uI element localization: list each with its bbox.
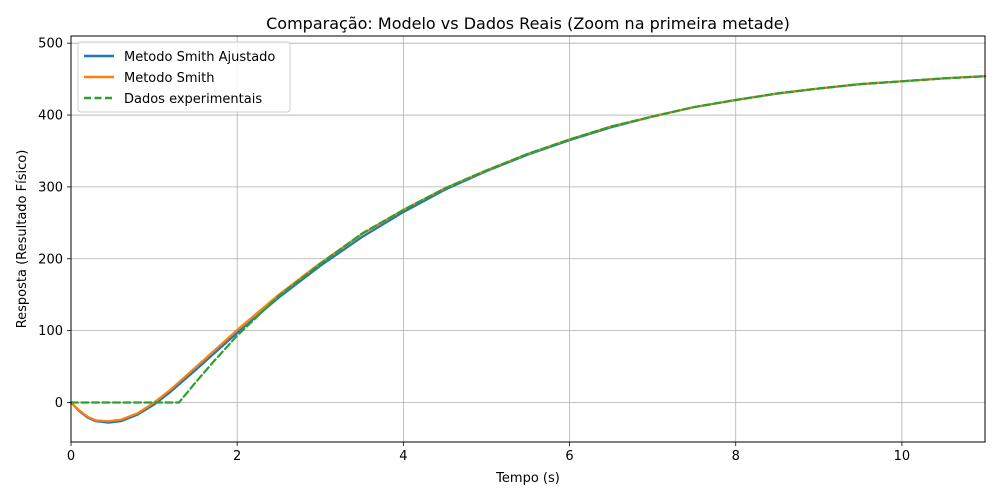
x-axis-label: Tempo (s) [495, 471, 560, 486]
y-tick-label: 100 [38, 324, 63, 339]
legend-box [77, 41, 291, 113]
legend-label-dados-experimentais: Dados experimentais [124, 92, 262, 107]
series-layer [69, 75, 987, 424]
x-tick-label: 8 [732, 449, 740, 464]
legend-label-metodo-smith-ajustado: Metodo Smith Ajustado [124, 50, 275, 65]
x-tick-label: 2 [233, 449, 241, 464]
y-axis-label: Resposta (Resultado Físico) [15, 150, 30, 329]
x-tick-label: 10 [894, 449, 911, 464]
x-tick-label: 6 [565, 449, 573, 464]
x-tick-label: 0 [67, 449, 75, 464]
y-tick-label: 500 [38, 37, 63, 52]
y-tick-label: 200 [38, 252, 63, 267]
series-line-dados-experimentais [69, 75, 987, 404]
y-tick-label: 300 [38, 180, 63, 195]
plot-frame [70, 35, 986, 443]
legend: Metodo Smith Ajustado Metodo Smith Dados… [77, 41, 291, 113]
chart-title: Comparação: Modelo vs Dados Reais (Zoom … [266, 14, 790, 33]
y-tick-label: 400 [38, 109, 63, 124]
grid [70, 36, 985, 442]
legend-label-metodo-smith: Metodo Smith [124, 71, 214, 86]
x-tick-label: 4 [399, 449, 407, 464]
y-tick-label: 0 [55, 396, 63, 411]
